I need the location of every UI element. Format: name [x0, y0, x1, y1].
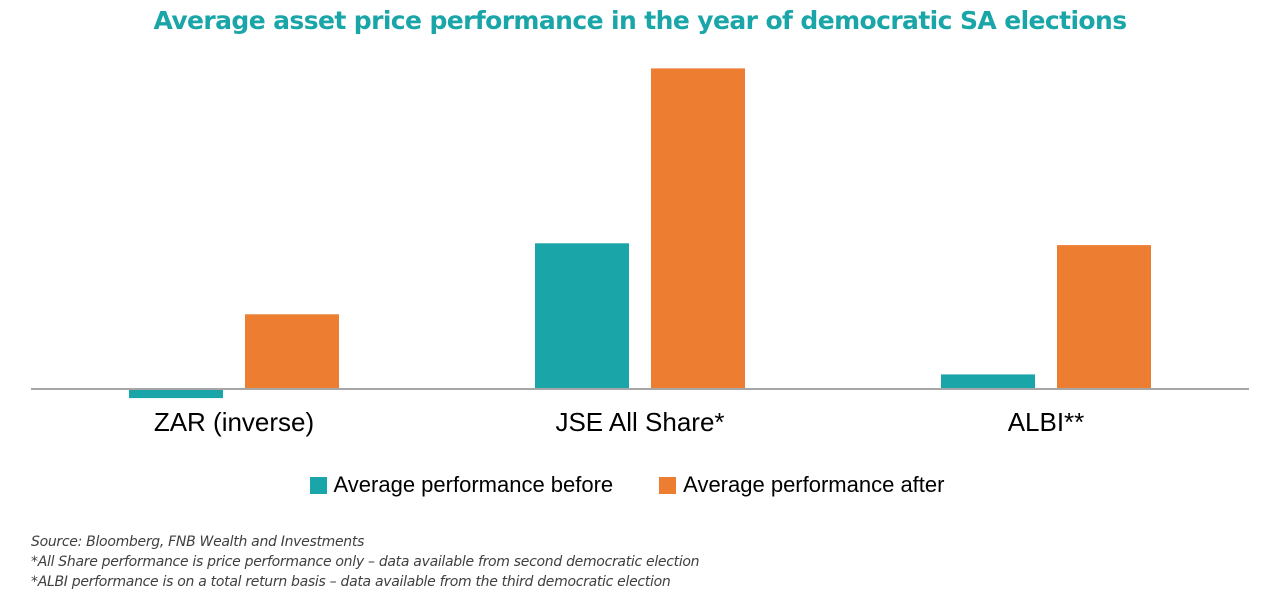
legend-label-before: Average performance before — [333, 472, 614, 497]
bar-chart: ZAR (inverse) JSE All Share* ALBI** — [31, 68, 1249, 437]
legend: Average performance before Average perfo… — [0, 472, 1280, 498]
category-label-1: JSE All Share* — [555, 407, 724, 437]
legend-item-after: Average performance after — [659, 472, 976, 498]
legend-item-before: Average performance before — [309, 472, 646, 498]
legend-swatch-before — [309, 476, 327, 494]
category-labels: ZAR (inverse) JSE All Share* ALBI** — [154, 407, 1084, 437]
category-label-0: ZAR (inverse) — [154, 407, 314, 437]
footnotes: Source: Bloomberg, FNB Wealth and Invest… — [31, 532, 700, 592]
bar-before-0 — [129, 389, 223, 399]
albi-note: *ALBI performance is on a total return b… — [31, 574, 671, 590]
bar-before-1 — [535, 243, 629, 389]
all-share-note: *All Share performance is price performa… — [31, 554, 700, 570]
source-note: Source: Bloomberg, FNB Wealth and Invest… — [31, 534, 365, 550]
bars-group — [129, 68, 1151, 399]
bar-after-1 — [651, 68, 745, 390]
legend-swatch-after — [659, 476, 677, 494]
chart-title: Average asset price performance in the y… — [153, 6, 1128, 35]
legend-label-after: Average performance after — [683, 472, 945, 497]
category-label-2: ALBI** — [1008, 407, 1085, 437]
bar-after-0 — [245, 314, 339, 389]
bar-before-2 — [941, 374, 1035, 389]
bar-after-2 — [1057, 245, 1151, 389]
